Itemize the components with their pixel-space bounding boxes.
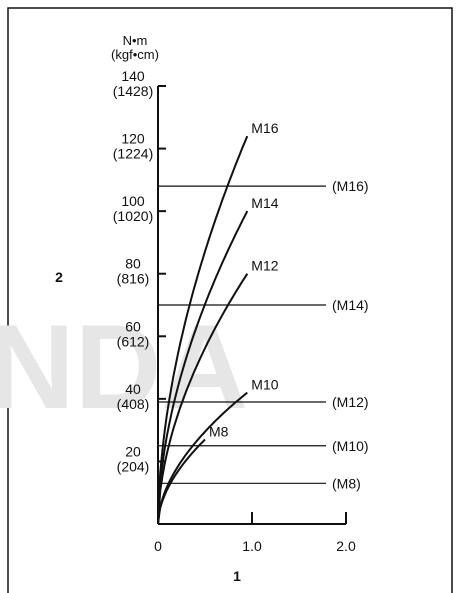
y-tick-label: 60 [125,318,141,334]
chart-labels: 20(204) 40(408) 60(612) 80(816) 100(1020) 120… [113,68,369,554]
curve-label: M12 [251,258,278,274]
y-tick-sublabel: (204) [117,458,150,474]
curve-label: M16 [251,120,278,136]
reference-line-label: (M12) [332,394,369,410]
curve-label: M14 [251,195,278,211]
y-tick-label: 80 [125,256,141,272]
y-tick-label: 20 [125,443,141,459]
x-tick-label: 0 [154,538,162,554]
y-unit-label: N•m [123,33,148,48]
x-tick-label: 1.0 [242,538,262,554]
y-tick-sublabel: (1428) [113,83,153,99]
y-tick-label: 140 [121,68,145,84]
y-tick-sublabel: (1224) [113,146,153,162]
reference-line-label: (M8) [332,475,361,491]
torque-curve [157,438,206,525]
y-tick-label: 40 [125,381,141,397]
y-tick-sublabel: (408) [117,396,150,412]
torque-curves [157,135,249,525]
reference-line-label: (M10) [332,438,369,454]
y-tick-sublabel: (816) [117,271,150,287]
y-tick-sublabel: (1020) [113,208,153,224]
y-unit-sublabel: (kgf•cm) [111,47,159,62]
x-axis-callout: 1 [233,568,241,584]
reference-lines [158,185,326,484]
torque-curve [157,273,249,525]
y-tick-label: 100 [121,193,145,209]
torque-curve [157,135,249,525]
curve-label: M8 [209,424,229,440]
y-tick-label: 120 [121,131,145,147]
y-axis-callout: 2 [55,269,63,285]
torque-curve [157,391,248,525]
y-tick-sublabel: (612) [117,333,150,349]
curve-label: M10 [251,377,278,393]
reference-line-label: (M16) [332,178,369,194]
reference-line-label: (M14) [332,297,369,313]
x-tick-label: 2.0 [336,538,356,554]
watermark: NDA [0,300,248,434]
torque-curve [157,210,249,525]
